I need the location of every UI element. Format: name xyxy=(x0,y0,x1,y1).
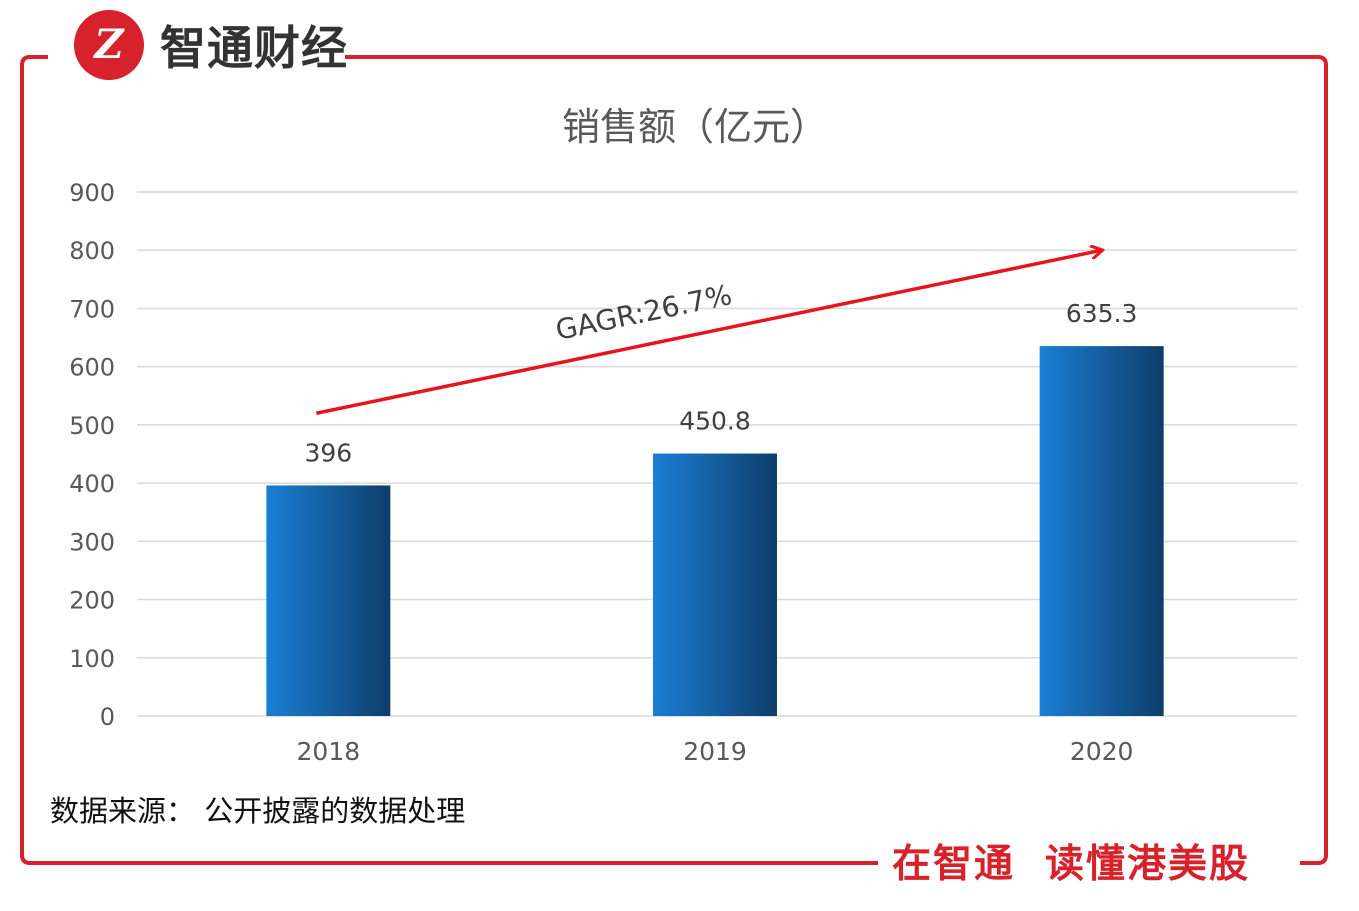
frame-right-edge xyxy=(345,55,1328,865)
data-label: 635.3 xyxy=(1066,299,1138,328)
y-tick-label: 400 xyxy=(69,470,115,498)
chart-title: 销售额（亿元） xyxy=(562,105,828,149)
slogan-part-2: 读懂港美股 xyxy=(1045,842,1251,887)
y-tick-label: 500 xyxy=(69,412,115,440)
data-label: 450.8 xyxy=(679,407,751,436)
x-tick-label: 2020 xyxy=(1070,737,1134,766)
data-label: 396 xyxy=(304,438,352,467)
x-tick-label: 2019 xyxy=(683,737,747,766)
bar-2018 xyxy=(266,485,391,716)
frame-left-edge xyxy=(20,55,878,865)
bar-2020 xyxy=(1039,346,1164,716)
data-source-note: 数据来源： 公开披露的数据处理 xyxy=(50,794,466,828)
brand-logo-icon: Z xyxy=(74,10,144,80)
y-tick-label: 0 xyxy=(100,703,115,731)
y-tick-label: 100 xyxy=(69,645,115,673)
y-tick-label: 900 xyxy=(69,179,115,207)
y-tick-label: 800 xyxy=(69,237,115,265)
y-tick-label: 200 xyxy=(69,587,115,615)
slogan: 在智通 读懂港美股 xyxy=(886,840,1257,890)
slogan-part-1: 在智通 xyxy=(892,842,1016,887)
y-tick-label: 600 xyxy=(69,354,115,382)
growth-annotation: GAGR:26.7% xyxy=(553,278,735,347)
x-tick-label: 2018 xyxy=(297,737,361,766)
brand-name: 智通财经 xyxy=(160,21,348,75)
y-tick-label: 700 xyxy=(69,295,115,323)
bar-2019 xyxy=(653,453,777,716)
growth-arrow xyxy=(315,250,1101,415)
y-tick-label: 300 xyxy=(69,528,115,556)
